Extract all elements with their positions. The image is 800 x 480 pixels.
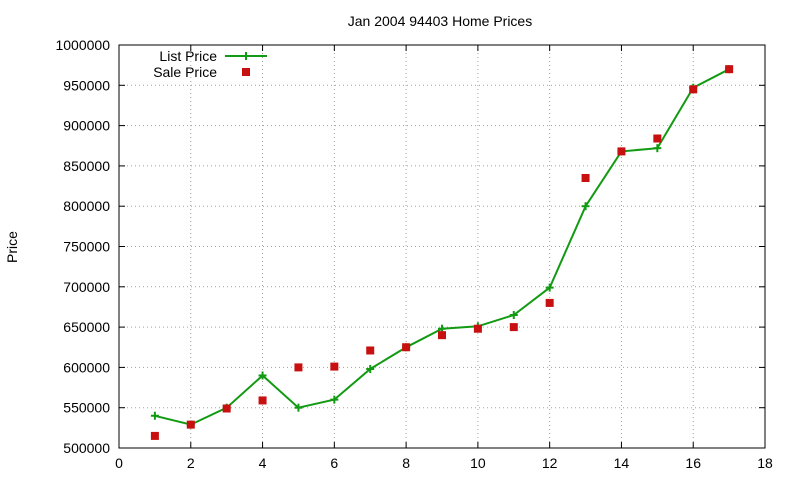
x-tick-label: 0	[115, 455, 123, 471]
y-tick-label: 650000	[63, 319, 110, 335]
sale-price-series	[150, 65, 734, 440]
sale-price-point	[258, 396, 267, 405]
x-tick-label: 8	[402, 455, 410, 471]
sale-price-point	[294, 363, 303, 372]
sale-price-point	[366, 346, 375, 355]
list-price-point	[653, 144, 662, 153]
list-price-point	[509, 311, 518, 320]
sale-price-point	[186, 420, 195, 429]
x-tick-label: 12	[542, 455, 558, 471]
x-tick-label: 6	[330, 455, 338, 471]
x-tick-label: 2	[187, 455, 195, 471]
sale-price-point	[473, 324, 482, 333]
grid	[119, 45, 765, 448]
sale-price-point	[545, 298, 554, 307]
list-price-line	[154, 68, 730, 426]
sale-price-point	[509, 323, 518, 332]
y-tick-label: 750000	[63, 239, 110, 255]
list-price-point	[581, 202, 590, 211]
sale-price-point	[653, 134, 662, 143]
y-tick-label: 800000	[63, 198, 110, 214]
sale-price-point	[581, 173, 590, 182]
sale-price-point	[689, 85, 698, 94]
sale-price-point	[330, 362, 339, 371]
sale-price-point	[150, 431, 159, 440]
y-tick-label: 550000	[63, 400, 110, 416]
x-tick-label: 18	[757, 455, 773, 471]
sale-price-point	[438, 331, 446, 340]
y-tick-label: 600000	[63, 359, 110, 375]
list-price-point	[150, 411, 159, 420]
y-tick-label: 700000	[63, 279, 110, 295]
list-price-point	[258, 371, 267, 380]
x-tick-label: 4	[259, 455, 267, 471]
y-tick-label: 850000	[63, 158, 110, 174]
sale-price-point	[725, 65, 734, 74]
x-tick-label: 10	[470, 455, 486, 471]
y-axis-label: Price	[4, 231, 20, 263]
sale-price-point	[617, 147, 626, 156]
list-price-point	[545, 283, 554, 292]
series-layer	[150, 65, 734, 440]
legend-label-list-price: List Price	[159, 48, 217, 64]
y-tick-label: 1000000	[55, 37, 110, 53]
sale-price-point	[402, 343, 411, 352]
axes: 500000 550000 600000 650000 700000 750000 8000…	[55, 37, 773, 471]
y-tick-label: 950000	[63, 77, 110, 93]
y-tick-label: 500000	[63, 440, 110, 456]
legend-marker-sale-price	[242, 68, 250, 76]
list-price-point	[366, 365, 375, 374]
sale-price-point	[222, 404, 231, 413]
list-price-point	[294, 403, 303, 412]
legend-label-sale-price: Sale Price	[153, 64, 217, 80]
y-tick-label: 900000	[63, 118, 110, 134]
chart-title: Jan 2004 94403 Home Prices	[348, 13, 532, 29]
x-tick-label: 14	[614, 455, 630, 471]
list-price-series	[150, 65, 734, 429]
x-tick-label: 16	[685, 455, 701, 471]
list-price-point	[330, 395, 339, 404]
legend-marker-list-price	[242, 52, 250, 60]
